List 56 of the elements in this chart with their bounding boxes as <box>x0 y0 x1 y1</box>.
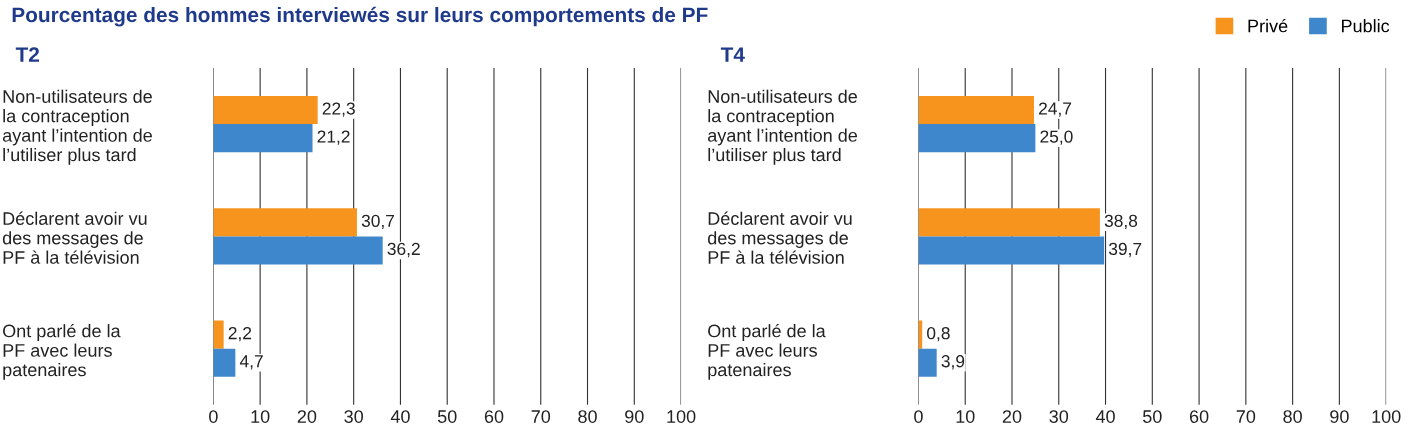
bar <box>213 124 313 153</box>
legend-label: Privé <box>1248 18 1288 33</box>
x-tick-label: 60 <box>1189 410 1209 423</box>
data-label: 4,7 <box>239 355 263 370</box>
bar <box>918 124 1036 153</box>
y-tick-label: Non-utilisateurs de la contraception ayant l’intention de l’utiliser plus tard <box>708 89 858 165</box>
y-tick-label: Déclarent avoir vu des messages de PF à la télévision <box>2 211 147 264</box>
x-tick-label: 100 <box>1372 410 1401 423</box>
data-label: 3,9 <box>941 355 965 370</box>
data-label: 38,8 <box>1104 214 1138 230</box>
x-tick-label: 100 <box>667 410 696 423</box>
legend-label: Public <box>1341 19 1390 33</box>
bar <box>918 95 1034 125</box>
data-label: 36,2 <box>387 242 420 258</box>
bar <box>918 348 937 377</box>
bar <box>213 320 224 349</box>
data-label: 22,3 <box>322 102 355 117</box>
text: T2 <box>15 47 40 62</box>
bar <box>918 208 1100 237</box>
x-tick-label: 60 <box>484 410 504 423</box>
x-tick-label: 30 <box>1049 410 1069 423</box>
bar <box>213 348 236 377</box>
x-tick-label: 80 <box>578 410 597 423</box>
x-tick-label: 50 <box>437 410 457 423</box>
x-tick-label: 70 <box>1236 410 1256 423</box>
x-tick-label: 10 <box>251 410 270 423</box>
x-tick-label: 40 <box>390 410 410 423</box>
x-tick-label: 20 <box>297 410 317 423</box>
y-tick-label: Déclarent avoir vu des messages de PF à la télévision <box>708 211 852 264</box>
x-tick-label: 90 <box>625 410 644 423</box>
x-tick-label: 70 <box>531 410 551 423</box>
data-label: 2,2 <box>228 327 252 342</box>
x-tick-label: 0 <box>209 410 218 423</box>
y-tick-label: Non-utilisateurs de la contraception ayant l’intention de l’utiliser plus tard <box>2 89 152 165</box>
x-tick-label: 80 <box>1283 410 1302 423</box>
y-tick-label: Ont parlé de la PF avec leurs patenaires <box>708 323 826 380</box>
x-tick-label: 40 <box>1095 410 1115 423</box>
text: T4 <box>720 47 745 62</box>
bar <box>213 208 357 237</box>
data-label: 0,8 <box>927 327 950 342</box>
x-tick-label: 10 <box>956 410 975 423</box>
data-label: 25,0 <box>1040 130 1073 145</box>
x-tick-label: 20 <box>1002 410 1022 423</box>
data-label: 30,7 <box>361 214 395 230</box>
bar <box>918 236 1105 265</box>
x-tick-label: 0 <box>914 410 923 423</box>
x-tick-label: 50 <box>1142 410 1162 423</box>
bar <box>213 236 383 265</box>
data-label: 21,2 <box>317 130 350 145</box>
x-tick-label: 30 <box>344 410 364 423</box>
data-label: 24,7 <box>1039 102 1072 117</box>
bar <box>213 95 318 125</box>
chart-title: Pourcentage des hommes interviewés sur leurs comportements de PF <box>12 6 708 27</box>
y-tick-label: Ont parlé de la PF avec leurs patenaires <box>3 323 121 380</box>
data-label: 39,7 <box>1108 242 1142 258</box>
x-tick-label: 90 <box>1330 410 1349 423</box>
